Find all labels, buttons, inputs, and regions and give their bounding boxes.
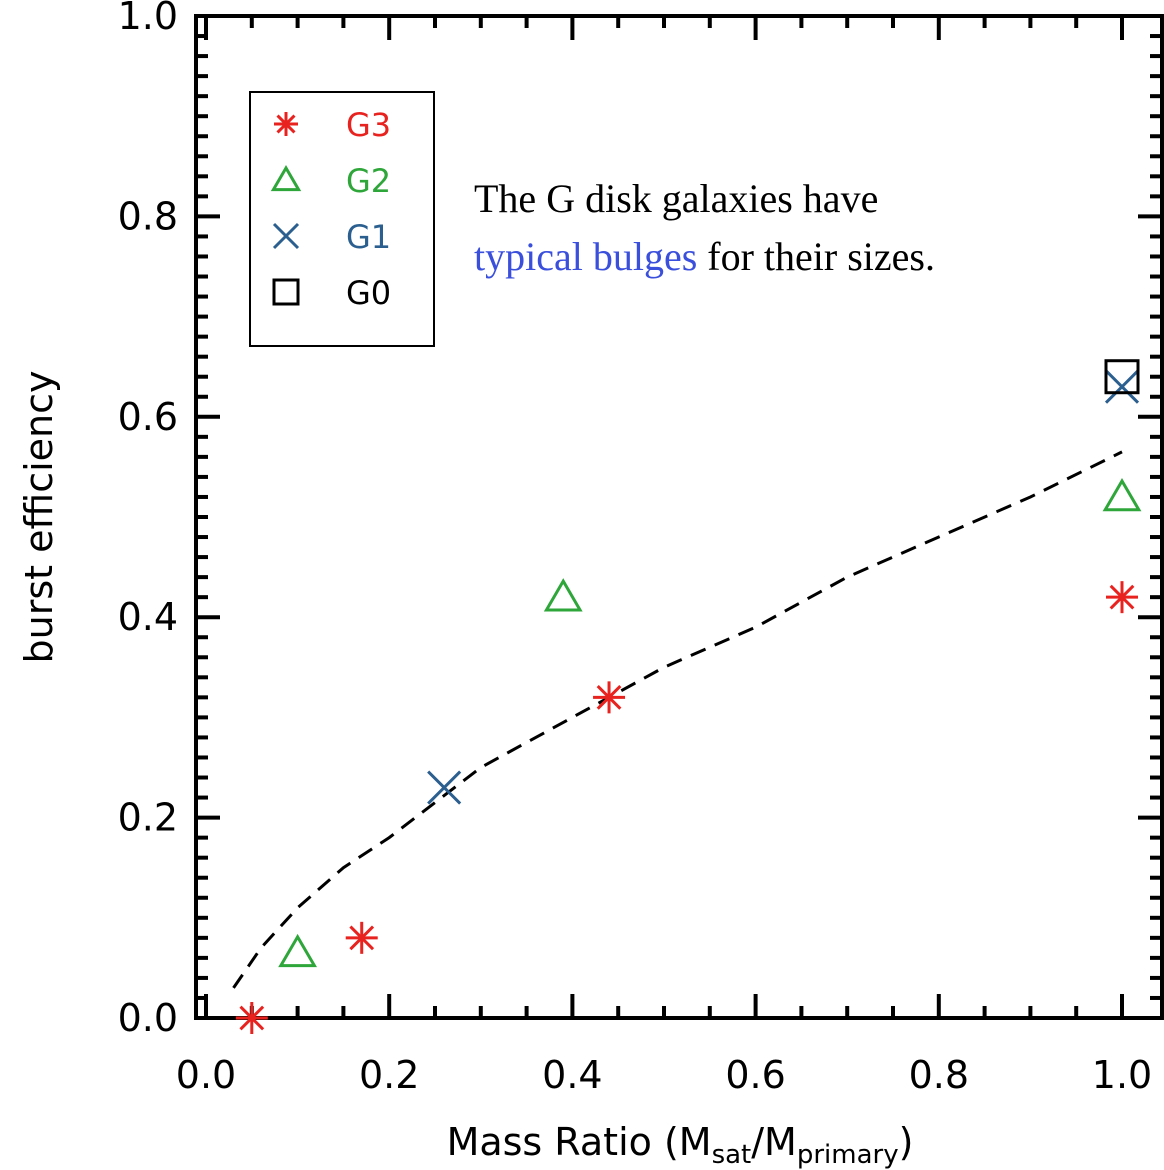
point-g3 bbox=[345, 921, 378, 954]
point-g2 bbox=[278, 933, 318, 968]
point-g1 bbox=[427, 770, 462, 805]
tick-labels: 0.0 0.2 0.4 0.6 0.8 1.0 0.0 0.2 0.4 0.6 0.8 1.0 bbox=[118, 0, 1153, 1097]
y-tick-label: 1.0 bbox=[118, 0, 178, 38]
legend-label: G0 bbox=[346, 274, 391, 312]
legend-box bbox=[249, 91, 435, 347]
point-g3 bbox=[1106, 581, 1138, 614]
legend-label: G2 bbox=[346, 162, 391, 200]
point-g1 bbox=[1104, 369, 1140, 404]
annotation-highlight: typical bulges bbox=[474, 234, 697, 279]
y-tick-label: 0.2 bbox=[118, 796, 178, 840]
x-axis-title: Mass Ratio (Msat/Mprimary) bbox=[447, 1120, 914, 1170]
annotation-line-2: typical bulges for their sizes. bbox=[474, 234, 935, 279]
y-axis-title: burst efficiency bbox=[17, 370, 61, 663]
point-g2 bbox=[543, 578, 583, 612]
legend-marker-g0 bbox=[272, 278, 300, 306]
y-tick-label: 0.4 bbox=[118, 595, 178, 639]
x-tick-label: 0.8 bbox=[909, 1053, 969, 1097]
legend-label: G3 bbox=[346, 106, 391, 144]
legend-marker-g1 bbox=[272, 222, 300, 250]
y-tick-label: 0.0 bbox=[118, 996, 178, 1040]
x-tick-label: 0.2 bbox=[359, 1053, 419, 1097]
x-tick-label: 0.0 bbox=[176, 1053, 236, 1097]
point-g3 bbox=[235, 1002, 268, 1034]
dashed-fit-line bbox=[232, 450, 1123, 989]
annotation-line-1: The G disk galaxies have bbox=[474, 176, 878, 221]
annotation-rest: for their sizes. bbox=[697, 234, 935, 279]
legend-label: G1 bbox=[346, 218, 391, 256]
x-tick-label: 0.4 bbox=[542, 1053, 602, 1097]
y-tick-label: 0.6 bbox=[118, 395, 178, 439]
point-g3 bbox=[593, 681, 626, 714]
legend: G3 G2 G1 G0 bbox=[249, 91, 435, 347]
axis-ticks bbox=[196, 16, 1162, 1018]
legend-marker-g2 bbox=[270, 165, 302, 192]
x-tick-label: 0.6 bbox=[725, 1053, 785, 1097]
point-g0 bbox=[1104, 359, 1140, 395]
x-tick-label: 1.0 bbox=[1092, 1053, 1152, 1097]
legend-marker-g3 bbox=[274, 112, 298, 136]
annotation: The G disk galaxies have typical bulges … bbox=[474, 176, 935, 279]
data-points bbox=[235, 359, 1142, 1034]
point-g2 bbox=[1102, 477, 1142, 512]
y-tick-label: 0.8 bbox=[118, 194, 178, 238]
